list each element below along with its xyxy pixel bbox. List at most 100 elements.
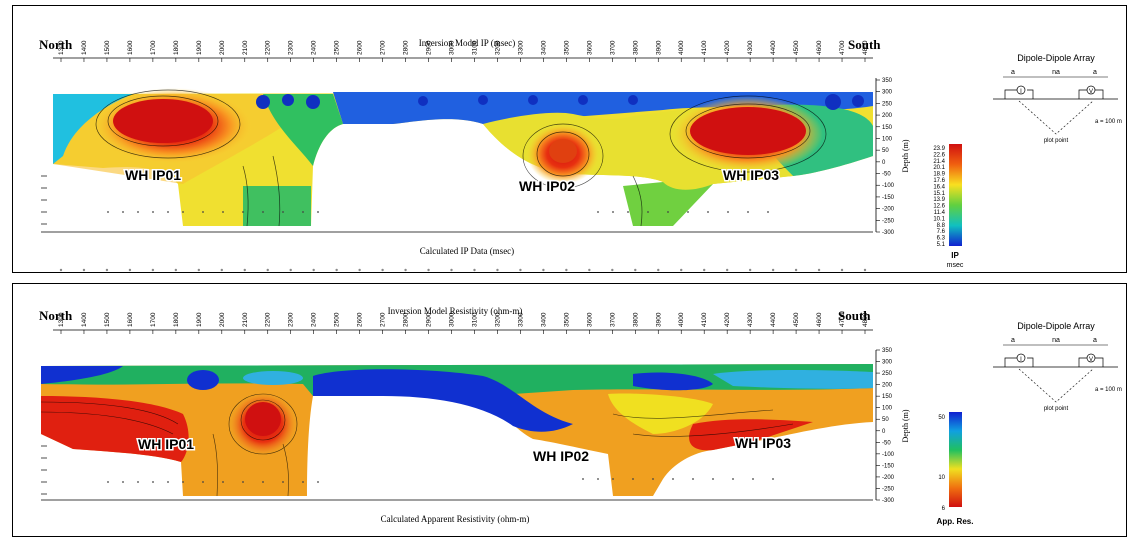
station-label: 3100 xyxy=(471,40,478,55)
station-label: 2100 xyxy=(242,312,249,327)
station-label: 3700 xyxy=(609,40,616,55)
data-dot xyxy=(82,268,86,272)
station-label: 4500 xyxy=(793,312,800,327)
station-label: 1600 xyxy=(127,40,134,55)
station-label: 1300 xyxy=(58,40,65,55)
data-dot xyxy=(863,268,867,272)
station-label: 4700 xyxy=(839,40,846,55)
station-label: 1300 xyxy=(58,312,65,327)
target-label-wh-ip03: WH IP03 xyxy=(735,435,791,451)
ip-legend-title: IP xyxy=(951,251,959,260)
depth-tick-label: -200 xyxy=(882,475,895,481)
station-label: 1900 xyxy=(196,312,203,327)
station-label: 4000 xyxy=(678,40,685,55)
data-dot xyxy=(243,268,246,272)
data-dot xyxy=(840,268,844,272)
station-label: 1500 xyxy=(104,40,111,55)
depth-axis-label: Depth (m) xyxy=(901,139,910,172)
station-label: 3000 xyxy=(449,40,456,55)
ip-color-scale-bar xyxy=(949,144,962,246)
ip-legend-value: 17.6 xyxy=(933,178,945,184)
station-label: 4500 xyxy=(793,40,800,55)
ip-legend-value: 18.9 xyxy=(933,172,945,178)
data-dot xyxy=(312,268,315,272)
data-dot xyxy=(794,268,798,272)
section-title: Inversion Model IP (msec) xyxy=(419,38,515,48)
station-label: 3600 xyxy=(586,312,593,327)
array-label-a1: a xyxy=(1011,337,1015,344)
ip-legend-unit: msec xyxy=(947,262,964,269)
south-label: South xyxy=(838,308,871,323)
res-legend-title: App. Res. xyxy=(937,517,974,526)
data-dot xyxy=(59,268,63,272)
station-label: 4800 xyxy=(862,40,869,55)
depth-tick-label: 200 xyxy=(882,383,893,389)
data-dot xyxy=(817,268,821,272)
ip-section-figure: North South Inversion Model IP (msec) 13… xyxy=(39,37,1122,272)
station-label: 2700 xyxy=(380,312,387,327)
depth-ticks: 350 300 250 200 150 100 50 0 -50 -100 -150 -200 -250… xyxy=(876,348,895,504)
ip-model-section xyxy=(53,88,873,227)
station-label: 3100 xyxy=(471,312,478,327)
depth-tick-label: 300 xyxy=(882,360,893,366)
voltage-electrode-icon: V xyxy=(1089,357,1093,363)
station-label: 3200 xyxy=(494,40,501,55)
depth-tick-label: -250 xyxy=(882,486,895,492)
station-label: 2700 xyxy=(380,40,387,55)
depth-tick-label: 50 xyxy=(882,148,889,154)
ip-legend-value: 15.1 xyxy=(933,191,945,197)
ip-legend-values: 23.922.621.420.118.917.616.415.113.912.6… xyxy=(933,146,945,248)
data-dot xyxy=(174,268,178,272)
station-label: 4000 xyxy=(678,312,685,327)
depth-tick-label: 150 xyxy=(882,125,893,131)
array-label-na: na xyxy=(1052,69,1060,76)
station-label: 3000 xyxy=(449,312,456,327)
station-label: 2000 xyxy=(219,40,226,55)
ip-legend-value: 22.6 xyxy=(933,152,945,158)
depth-tick-label: 150 xyxy=(882,394,893,400)
depth-tick-label: -50 xyxy=(882,172,891,178)
station-label: 2000 xyxy=(219,312,226,327)
data-dot xyxy=(220,268,223,272)
station-label: 4200 xyxy=(724,312,731,327)
depth-tick-label: -200 xyxy=(882,207,895,213)
array-title: Dipole-Dipole Array xyxy=(1017,321,1095,331)
station-label: 2200 xyxy=(265,40,272,55)
station-ticks: 1300 1400 1500 1600 1700 1800 1900 2000 2100 2200… xyxy=(58,312,869,334)
depth-ticks: 350 300 250 200 150 100 50 0 -50 -100 -150 -200 -250… xyxy=(876,78,895,236)
section-title: Inversion Model Resistivity (ohm-m) xyxy=(388,306,523,316)
ip-legend-value: 23.9 xyxy=(933,146,945,152)
plot-point-label: plot point xyxy=(1044,138,1069,144)
data-dot xyxy=(565,268,568,272)
station-label: 1800 xyxy=(173,312,180,327)
station-label: 1700 xyxy=(150,40,157,55)
station-label: 2800 xyxy=(403,312,410,327)
resistivity-section-figure: North South Inversion Model Resistivity … xyxy=(39,306,1122,526)
left-depth-ticks xyxy=(41,445,47,495)
depth-tick-label: 0 xyxy=(882,429,886,435)
station-label: 2400 xyxy=(311,40,318,55)
target-label-wh-ip02: WH IP02 xyxy=(533,448,589,464)
data-dot xyxy=(496,268,499,272)
data-dot xyxy=(519,268,522,272)
depth-tick-label: 100 xyxy=(882,406,893,412)
plot-point-label: plot point xyxy=(1044,406,1069,412)
station-label: 4100 xyxy=(701,312,708,327)
ip-legend-value: 20.1 xyxy=(933,165,945,171)
ip-legend-value: 10.1 xyxy=(933,216,945,222)
station-label: 3300 xyxy=(517,40,524,55)
north-label: North xyxy=(39,37,73,52)
station-label: 4300 xyxy=(747,40,754,55)
data-dot xyxy=(335,268,338,272)
station-label: 2100 xyxy=(242,40,249,55)
north-label: North xyxy=(39,308,73,323)
res-legend-value-mid: 10 xyxy=(938,475,945,481)
data-dot xyxy=(588,268,591,272)
target-label-wh-ip02: WH IP02 xyxy=(519,178,575,194)
ip-legend-value: 12.6 xyxy=(933,204,945,210)
depth-tick-label: 250 xyxy=(882,101,893,107)
station-label: 1700 xyxy=(150,312,157,327)
station-label: 4300 xyxy=(747,312,754,327)
station-label: 3900 xyxy=(655,312,662,327)
depth-tick-label: -300 xyxy=(882,498,895,504)
